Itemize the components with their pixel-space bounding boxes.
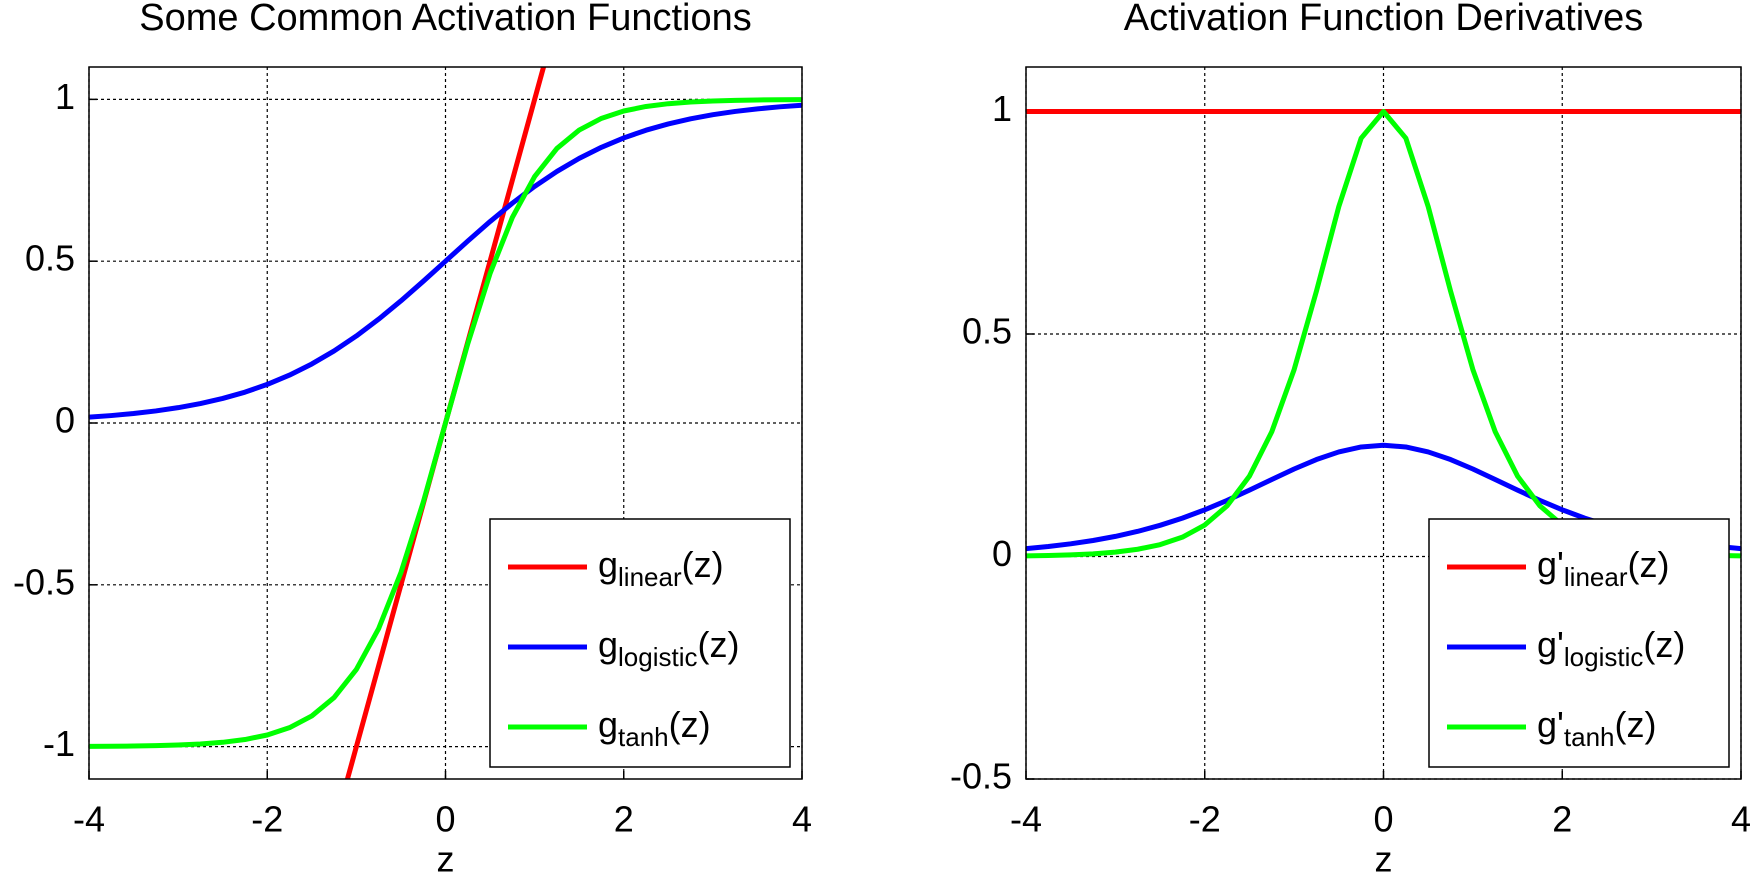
y-tick-label: -1 xyxy=(43,723,75,764)
y-tick-label: 1 xyxy=(55,76,75,117)
legend-label: g'tanh(z) xyxy=(1537,704,1657,752)
axes-box xyxy=(1025,66,1742,780)
subscript: linear xyxy=(618,562,682,592)
label-part: (z) xyxy=(682,544,724,585)
label-part: g' xyxy=(1537,704,1564,745)
label-part: (z) xyxy=(1615,704,1657,745)
x-tick-label: 4 xyxy=(1731,799,1751,840)
y-tick-label: 0 xyxy=(992,533,1012,574)
y-tick-label: 1 xyxy=(992,88,1012,129)
subscript: linear xyxy=(1564,562,1628,592)
x-tick-label: -2 xyxy=(1189,799,1221,840)
x-axis-label: z xyxy=(1375,839,1393,880)
axes-box xyxy=(88,66,803,780)
label-part: (z) xyxy=(1628,544,1670,585)
label-part: g xyxy=(598,544,618,585)
legend-label: gtanh(z) xyxy=(598,704,711,752)
x-axis-label: z xyxy=(437,839,455,880)
x-tick-label: 0 xyxy=(435,799,455,840)
legend-label: glinear(z) xyxy=(598,544,724,592)
chart-title: Some Common Activation Functions xyxy=(139,0,752,39)
label-part: (z) xyxy=(1643,624,1685,665)
y-tick-label: 0.5 xyxy=(962,311,1012,352)
x-tick-label: -4 xyxy=(73,799,105,840)
y-tick-label: 0 xyxy=(55,400,75,441)
x-tick-label: 2 xyxy=(614,799,634,840)
legend-label: glogistic(z) xyxy=(598,624,740,672)
data-line xyxy=(89,97,802,749)
label-part: g' xyxy=(1537,544,1564,585)
subplot: Activation Function Derivatives z -4 -2 0 2 4 -… xyxy=(950,0,1751,880)
subscript: tanh xyxy=(1564,722,1615,752)
y-tick-label: -0.5 xyxy=(950,756,1012,797)
label-part: (z) xyxy=(698,624,740,665)
x-tick-label: 4 xyxy=(792,799,812,840)
label-part: g xyxy=(598,704,618,745)
legend: g'linear(z)g'logistic(z)g'tanh(z) xyxy=(1428,518,1730,768)
y-tick-label: -0.5 xyxy=(13,561,75,602)
subplot: Some Common Activation Functions z -4 -2 0 2 4… xyxy=(13,0,812,880)
label-part: (z) xyxy=(669,704,711,745)
data-line xyxy=(89,102,802,420)
legend-label: g'logistic(z) xyxy=(1537,624,1685,672)
chart-title: Activation Function Derivatives xyxy=(1124,0,1644,39)
label-part: g xyxy=(598,624,618,665)
x-tick-label: -4 xyxy=(1010,799,1042,840)
label-part: g' xyxy=(1537,624,1564,665)
subscript: logistic xyxy=(618,642,697,672)
subscript: logistic xyxy=(1564,642,1643,672)
subscript: tanh xyxy=(618,722,669,752)
legend-label: g'linear(z) xyxy=(1537,544,1669,592)
x-tick-label: 2 xyxy=(1552,799,1572,840)
x-tick-label: 0 xyxy=(1373,799,1393,840)
y-tick-label: 0.5 xyxy=(25,238,75,279)
x-tick-label: -2 xyxy=(251,799,283,840)
legend: glinear(z)glogistic(z)gtanh(z) xyxy=(489,518,791,768)
